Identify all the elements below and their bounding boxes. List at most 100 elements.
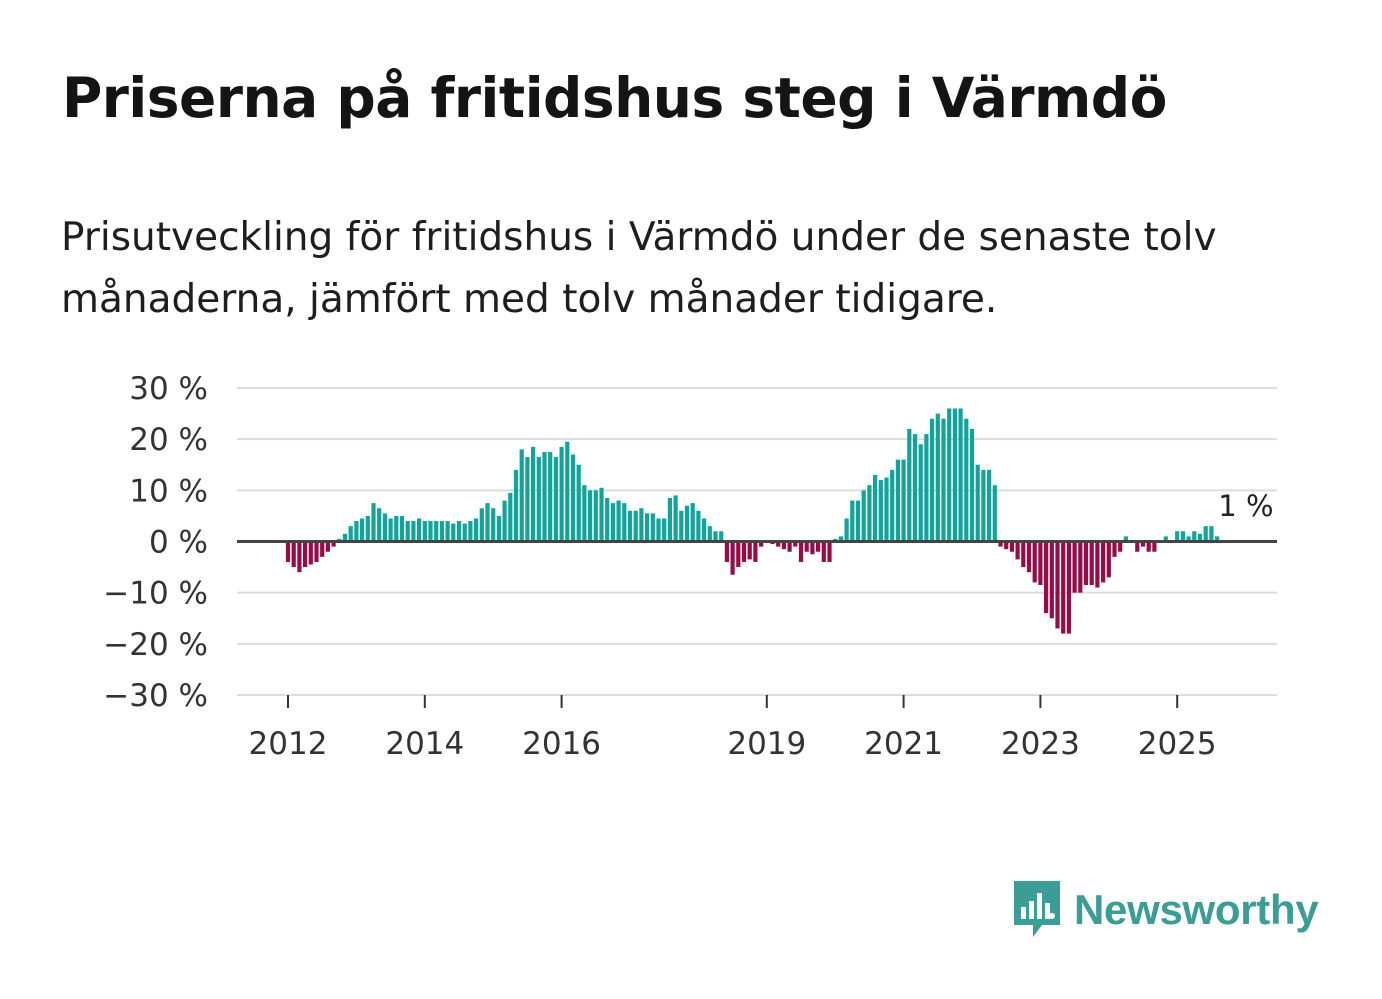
bar — [702, 518, 707, 542]
bar — [781, 541, 786, 550]
bar — [1140, 541, 1146, 547]
bar — [690, 503, 695, 542]
x-tick-label: 2012 — [249, 726, 328, 762]
bar — [850, 500, 855, 542]
bar — [513, 469, 519, 542]
bar — [787, 541, 792, 552]
bar — [633, 510, 638, 542]
bar — [348, 526, 353, 542]
bar — [565, 441, 570, 542]
x-tick-label: 2025 — [1138, 726, 1217, 762]
bar — [1072, 541, 1077, 593]
annotation-label: 1 % — [1218, 489, 1273, 523]
bar — [388, 518, 393, 542]
y-tick-label: −20 % — [103, 627, 208, 663]
bar — [479, 508, 484, 542]
bar — [399, 515, 405, 542]
bar — [776, 541, 781, 547]
bar — [439, 521, 444, 542]
annotations: 1 % — [1218, 489, 1273, 523]
bar — [354, 521, 359, 542]
bar — [810, 541, 815, 555]
bar — [873, 474, 878, 542]
bar — [445, 521, 450, 542]
bar — [531, 446, 536, 542]
bar — [679, 510, 684, 542]
bar — [1135, 541, 1140, 552]
bar — [639, 508, 644, 542]
bar — [417, 518, 422, 542]
bar — [1078, 541, 1083, 593]
bar — [394, 515, 399, 542]
bar — [696, 510, 701, 542]
bar — [285, 541, 291, 562]
bar — [935, 413, 940, 542]
bar — [599, 487, 604, 542]
bar — [645, 513, 650, 542]
bar — [998, 541, 1003, 547]
newsworthy-logo[interactable]: Newsworthy — [1012, 879, 1319, 941]
bar — [1089, 541, 1094, 585]
bar — [536, 457, 541, 542]
bar — [627, 510, 633, 542]
bar — [992, 485, 997, 542]
bar — [474, 518, 479, 542]
bar — [576, 464, 581, 542]
bar — [1186, 536, 1191, 542]
bar — [947, 408, 952, 542]
bar — [958, 408, 963, 542]
bar — [1038, 541, 1043, 585]
bar — [1044, 541, 1049, 614]
bar — [684, 505, 690, 542]
chart-subtitle: Prisutveckling för fritidshus i Värmdö u… — [61, 215, 1217, 322]
bar — [1083, 541, 1089, 585]
x-tick-label: 2023 — [1001, 726, 1080, 762]
bar — [303, 541, 308, 568]
bar — [405, 521, 410, 542]
bar — [1049, 541, 1054, 619]
bar — [1021, 541, 1026, 568]
x-tick-label: 2021 — [864, 726, 943, 762]
bar — [987, 469, 992, 542]
bar — [308, 541, 313, 565]
y-axis-labels: 30 % 20 % 10 % 0 % −10 % −20 % −30 % — [103, 371, 208, 714]
bar — [930, 418, 935, 542]
x-tick-label: 2014 — [385, 726, 464, 762]
bar — [821, 541, 826, 562]
bar — [907, 428, 912, 542]
bar — [1209, 526, 1214, 542]
bar — [736, 541, 741, 568]
bar — [582, 485, 587, 542]
bar — [508, 492, 513, 542]
bar — [1203, 526, 1208, 542]
bar — [320, 541, 325, 557]
x-axis: 2012 2014 2016 2019 2021 2023 2025 — [249, 695, 1217, 762]
bar — [1032, 541, 1037, 583]
bar — [542, 451, 547, 542]
bar — [838, 536, 843, 542]
bar — [884, 477, 889, 542]
bar — [1066, 541, 1071, 634]
bar — [747, 541, 752, 560]
bar — [570, 454, 576, 542]
bar — [816, 541, 821, 552]
bar — [730, 541, 735, 575]
brand-name: Newsworthy — [1074, 886, 1319, 933]
bar — [650, 513, 655, 542]
bar — [1015, 541, 1020, 560]
bar — [331, 541, 336, 547]
bar — [981, 469, 986, 542]
bar — [673, 495, 678, 542]
bar — [291, 541, 296, 568]
bar — [377, 508, 382, 542]
bar — [759, 541, 764, 547]
bar — [1009, 541, 1014, 552]
bar — [496, 515, 501, 542]
bar — [707, 526, 712, 542]
bar — [616, 500, 621, 542]
bar — [1106, 541, 1111, 578]
bar — [656, 518, 661, 542]
bar — [1180, 531, 1185, 542]
bar — [519, 449, 524, 542]
